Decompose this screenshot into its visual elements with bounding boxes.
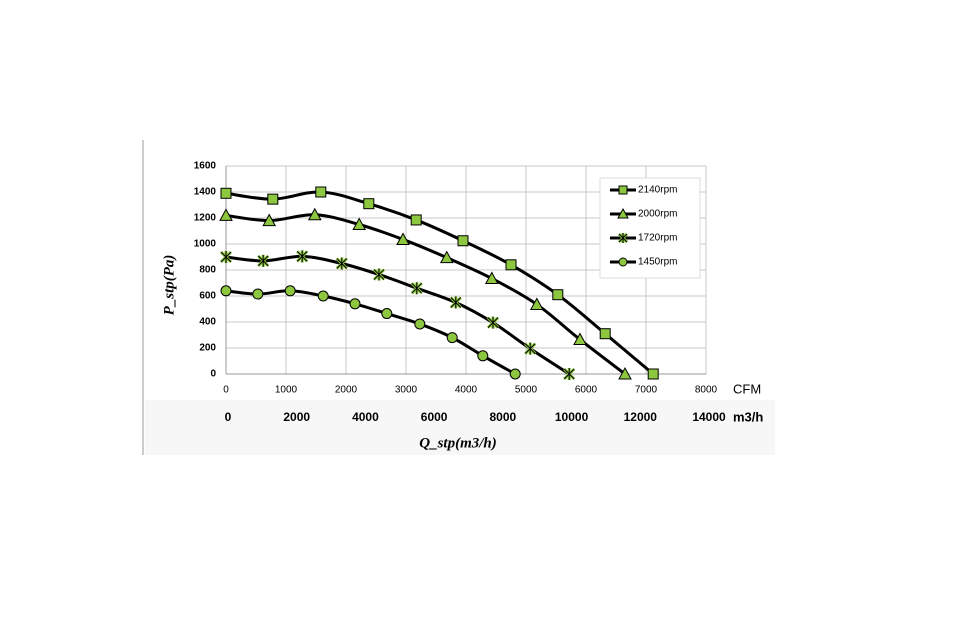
marker-stroke <box>524 342 536 355</box>
marker <box>352 217 367 230</box>
marker <box>317 290 329 302</box>
y-tick-label: 1200 <box>194 213 217 224</box>
marker <box>618 366 632 380</box>
marker <box>296 250 309 263</box>
y-tick-label: 1000 <box>194 239 217 250</box>
marker <box>220 187 232 199</box>
x2-tick-label: 10000 <box>555 410 589 424</box>
series-line <box>225 254 571 376</box>
marker <box>484 271 499 284</box>
x-tick-label: 7000 <box>635 385 658 396</box>
y-axis-label: P_stp(Pa) <box>161 255 177 316</box>
legend-label: 2140rpm <box>638 185 677 196</box>
marker <box>219 250 233 264</box>
marker <box>349 298 361 310</box>
series-line <box>225 190 655 376</box>
marker <box>524 342 537 355</box>
marker-stroke <box>411 282 423 295</box>
marker <box>509 368 521 380</box>
legend-label: 2000rpm <box>638 209 677 220</box>
x-tick-label: 5000 <box>515 385 538 396</box>
y-tick-label: 0 <box>210 369 216 380</box>
marker <box>396 232 410 245</box>
x-tick-label: 1000 <box>275 385 298 396</box>
y-tick-label: 400 <box>199 317 216 328</box>
x2-tick-label: 6000 <box>421 410 448 424</box>
x-unit: CFM <box>733 381 761 396</box>
x2-unit: m3/h <box>733 409 763 424</box>
marker-stroke <box>450 296 462 309</box>
marker <box>220 285 232 297</box>
marker <box>617 232 629 244</box>
marker <box>381 308 393 320</box>
x2-tick-label: 2000 <box>283 410 310 424</box>
marker <box>449 296 462 309</box>
marker-stroke <box>487 316 499 329</box>
marker <box>599 328 611 340</box>
marker <box>363 198 375 210</box>
x-tick-label: 3000 <box>395 385 418 396</box>
marker-stroke <box>563 368 575 380</box>
x-tick-label: 2000 <box>335 385 358 396</box>
marker <box>552 289 564 301</box>
marker <box>439 250 454 264</box>
x-axis-label: Q_stp(m3/h) <box>419 435 497 451</box>
marker <box>219 208 233 221</box>
y-tick-label: 600 <box>199 291 216 302</box>
x-tick-label: 8000 <box>695 385 718 396</box>
x2-tick-label: 12000 <box>624 410 658 424</box>
axis-band <box>145 400 775 455</box>
legend-label: 1720rpm <box>638 233 677 244</box>
marker <box>252 288 264 300</box>
marker <box>262 213 277 227</box>
x2-tick-label: 0 <box>225 410 232 424</box>
marker <box>647 368 659 380</box>
y-tick-label: 800 <box>199 265 216 276</box>
marker <box>335 257 348 270</box>
marker <box>372 268 386 281</box>
marker-stroke <box>336 257 348 270</box>
marker <box>573 332 587 346</box>
marker <box>477 350 489 362</box>
marker <box>505 259 517 271</box>
marker-stroke <box>220 251 232 263</box>
y-tick-label: 1400 <box>194 187 217 198</box>
marker <box>618 257 628 267</box>
marker <box>617 207 629 219</box>
series-line <box>225 289 516 376</box>
marker <box>267 193 279 205</box>
marker <box>315 186 327 198</box>
marker <box>257 254 270 267</box>
marker <box>410 282 423 295</box>
marker <box>284 285 296 297</box>
marker <box>563 367 576 381</box>
marker <box>486 316 500 329</box>
x2-tick-label: 14000 <box>692 410 726 424</box>
marker <box>410 214 422 226</box>
marker-stroke <box>257 254 269 267</box>
marker-stroke <box>296 250 308 263</box>
marker <box>457 235 469 247</box>
x-tick-label: 4000 <box>455 385 478 396</box>
y-tick-label: 1600 <box>194 161 217 172</box>
legend-label: 1450rpm <box>638 257 677 268</box>
x-tick-label: 6000 <box>575 385 598 396</box>
x2-tick-label: 4000 <box>352 410 379 424</box>
marker <box>414 318 426 330</box>
marker <box>618 185 628 195</box>
x2-tick-label: 8000 <box>490 410 517 424</box>
series-line <box>225 213 626 376</box>
marker <box>529 297 544 310</box>
x-tick-label: 0 <box>223 385 229 396</box>
y-tick-label: 200 <box>199 343 216 354</box>
marker <box>307 207 322 221</box>
marker-stroke <box>373 268 385 281</box>
marker <box>446 332 458 344</box>
marker-stroke <box>618 233 628 243</box>
